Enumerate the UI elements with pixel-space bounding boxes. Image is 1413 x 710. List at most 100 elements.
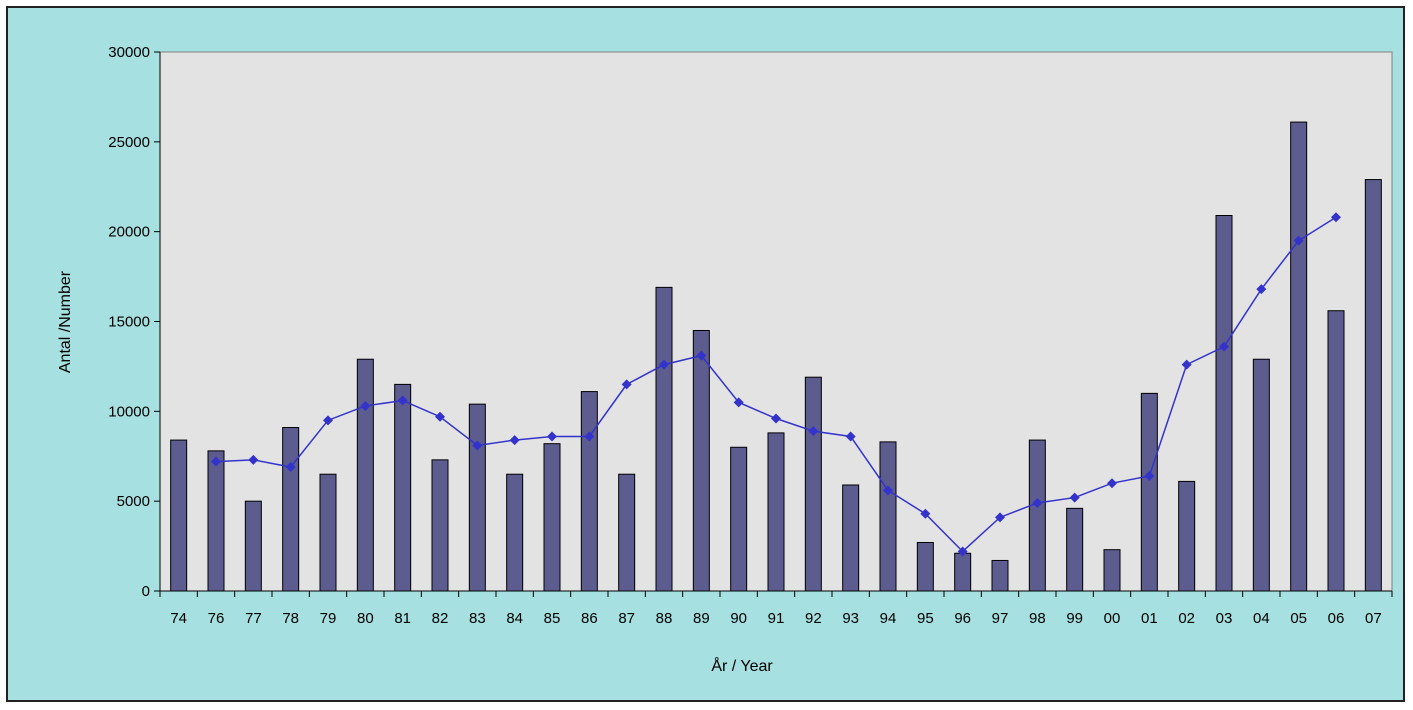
bar [655,286,673,592]
x-tick-label: 89 [693,610,710,627]
y-tick-label: 15000 [108,314,150,331]
x-tick-label: 81 [394,610,411,627]
x-tick-label: 01 [1141,610,1158,627]
line-point [584,431,595,442]
bar [991,559,1009,592]
y-tick-label: 20000 [108,224,150,241]
x-tick-label: 82 [432,610,449,627]
bar [468,403,486,592]
x-tick-label: 91 [768,610,785,627]
bar [1140,392,1158,592]
bar [1066,507,1084,592]
x-tick-label: 79 [320,610,337,627]
bar [916,541,934,592]
line-point [1069,492,1080,503]
bar [282,427,300,592]
line-point [733,397,744,408]
x-tick-label: 85 [544,610,561,627]
x-tick-label: 90 [730,610,747,627]
x-tick-label: 86 [581,610,598,627]
x-tick-label: 78 [282,610,299,627]
line-point [1331,212,1341,223]
x-tick-label: 74 [170,610,187,627]
x-tick-label: 06 [1328,610,1345,627]
line-point [1107,478,1117,489]
bar [170,439,188,592]
x-tick-label: 05 [1290,610,1307,627]
x-tick-label: 88 [656,610,673,627]
x-tick-label: 99 [1066,610,1083,627]
bar [1103,549,1121,592]
x-tick-label: 87 [618,610,635,627]
x-tick-label: 94 [880,610,897,627]
bar [1364,179,1382,592]
x-tick-label: 76 [208,610,225,627]
bar [580,391,598,592]
y-axis-ticks: 0 5000 10000 15000 20000 25000 30000 [108,44,160,600]
bar [543,443,561,592]
x-tick-label: 84 [506,610,523,627]
line-point [435,411,445,422]
bar [1178,480,1196,592]
x-tick-label: 80 [357,610,374,627]
bar-series [170,121,1382,592]
y-tick-label: 5000 [117,493,150,510]
line-point [285,462,296,473]
x-tick-label: 04 [1253,610,1270,627]
line-point [845,431,856,442]
bar [1215,214,1233,592]
line-point [1032,497,1043,508]
bar [1028,439,1046,592]
line-point [995,512,1005,523]
line-point [360,400,371,411]
line-point [1144,471,1155,482]
x-tick-label: 97 [992,610,1009,627]
x-tick-label: 77 [245,610,262,627]
line-point [808,426,819,437]
x-axis-title: År / Year [711,656,773,675]
line-point [472,440,483,451]
y-axis-title: Antal /Number [57,270,74,373]
line-point [920,508,931,519]
line-series [211,212,1341,557]
bar [692,329,710,592]
bar [506,473,524,592]
x-tick-label: 93 [842,610,859,627]
bar [804,376,822,592]
line-point [1219,341,1229,352]
line-point [323,415,333,426]
x-tick-label: 98 [1029,610,1046,627]
x-tick-label: 83 [469,610,486,627]
bar [767,432,785,592]
x-tick-label: 96 [954,610,971,627]
y-tick-label: 0 [142,583,150,600]
bar [879,441,897,592]
bar [431,459,449,592]
bar [207,450,225,592]
bar [730,446,748,592]
bar [244,500,262,592]
x-tick-label: 92 [805,610,822,627]
x-tick-label: 07 [1365,610,1382,627]
x-tick-label: 02 [1178,610,1195,627]
y-tick-label: 10000 [108,403,150,420]
line-point [957,546,968,557]
chart-frame: 0 5000 10000 15000 20000 25000 30000 74 76 77 78 7… [6,6,1405,702]
bar [356,358,374,592]
bar [319,473,337,592]
bar [842,484,860,592]
line-point [621,379,632,390]
line-point [211,456,221,467]
bar [394,383,412,592]
x-tick-label: 03 [1216,610,1233,627]
line-point [771,413,781,424]
bar [954,552,972,592]
x-tick-label: 95 [917,610,934,627]
line-point [547,431,557,442]
line-point [659,359,669,370]
line-point [1256,284,1267,295]
line-point [696,350,707,361]
bar [1290,121,1308,592]
line-point [248,454,259,465]
